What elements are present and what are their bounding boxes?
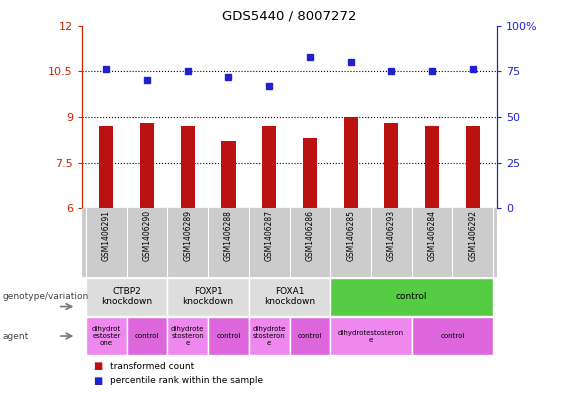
- Bar: [412, 317, 493, 355]
- Text: percentile rank within the sample: percentile rank within the sample: [110, 376, 263, 385]
- Text: dihydrote
stosteron
e: dihydrote stosteron e: [171, 326, 205, 346]
- Text: GSM1406290: GSM1406290: [142, 210, 151, 261]
- Text: ■: ■: [93, 361, 102, 371]
- Text: control: control: [216, 333, 241, 339]
- Bar: [289, 317, 331, 355]
- Bar: [181, 126, 195, 208]
- Text: genotype/variation: genotype/variation: [3, 292, 89, 301]
- Text: GSM1406285: GSM1406285: [346, 210, 355, 261]
- Bar: [331, 278, 493, 316]
- Text: dihydrote
stosteron
e: dihydrote stosteron e: [253, 326, 286, 346]
- Bar: [167, 278, 249, 316]
- Text: ■: ■: [93, 376, 102, 386]
- Text: FOXA1
knockdown: FOXA1 knockdown: [264, 287, 315, 307]
- Text: GSM1406293: GSM1406293: [387, 210, 396, 261]
- Text: transformed count: transformed count: [110, 362, 194, 371]
- Text: control: control: [298, 333, 322, 339]
- Text: control: control: [135, 333, 159, 339]
- Text: dihydrotestosteron
e: dihydrotestosteron e: [338, 329, 404, 343]
- Text: CTBP2
knockdown: CTBP2 knockdown: [101, 287, 153, 307]
- Text: FOXP1
knockdown: FOXP1 knockdown: [182, 287, 234, 307]
- Bar: [249, 317, 289, 355]
- Bar: [167, 317, 208, 355]
- Bar: [86, 317, 127, 355]
- Text: dihydrot
estoster
one: dihydrot estoster one: [92, 326, 121, 346]
- Text: GSM1406292: GSM1406292: [468, 210, 477, 261]
- Bar: [466, 126, 480, 208]
- Bar: [221, 141, 236, 208]
- Text: GSM1406291: GSM1406291: [102, 210, 111, 261]
- Text: control: control: [396, 292, 428, 301]
- Bar: [208, 317, 249, 355]
- Bar: [384, 123, 398, 208]
- Bar: [99, 126, 114, 208]
- Text: agent: agent: [3, 332, 29, 340]
- Text: GSM1406288: GSM1406288: [224, 210, 233, 261]
- Bar: [249, 278, 331, 316]
- Bar: [127, 317, 167, 355]
- Bar: [344, 117, 358, 208]
- Bar: [331, 317, 412, 355]
- Bar: [303, 138, 317, 208]
- Text: GSM1406286: GSM1406286: [306, 210, 314, 261]
- Title: GDS5440 / 8007272: GDS5440 / 8007272: [222, 10, 357, 23]
- Bar: [262, 126, 276, 208]
- Text: GSM1406284: GSM1406284: [428, 210, 437, 261]
- Text: GSM1406287: GSM1406287: [265, 210, 273, 261]
- Text: GSM1406289: GSM1406289: [183, 210, 192, 261]
- Bar: [425, 126, 439, 208]
- Bar: [140, 123, 154, 208]
- Bar: [86, 278, 167, 316]
- Text: control: control: [440, 333, 464, 339]
